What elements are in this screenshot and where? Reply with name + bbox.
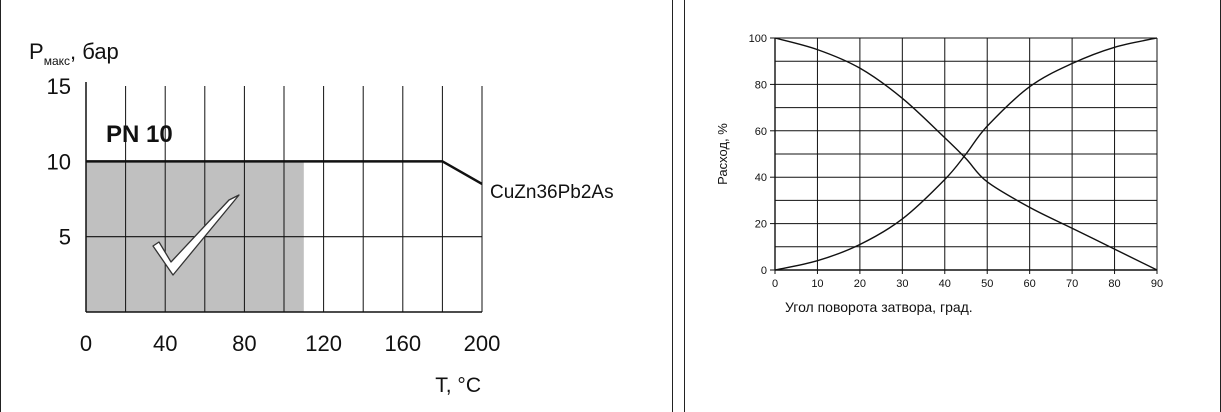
flow-angle-chart: 0 20 40 60 80 100 0 10 20 30 40 50 60 70 80 90 Расход, %…	[715, 33, 1163, 315]
x-tick-label: 10	[811, 278, 823, 290]
y-axis-label-unit: , бар	[70, 39, 119, 64]
series-line-opening	[774, 37, 1158, 271]
x-tick-label: 90	[1151, 278, 1163, 290]
y-tick-label: 20	[755, 219, 767, 231]
x-tick-label: 40	[153, 331, 177, 356]
pressure-limit-line	[86, 160, 483, 186]
y-tick-label: 10	[47, 149, 71, 174]
x-tick-label: 60	[1024, 278, 1036, 290]
x-tick-label: 80	[232, 331, 256, 356]
y-tick-label: 100	[749, 33, 767, 45]
x-axis-label: T, °C	[435, 374, 481, 397]
x-tick-label: 40	[939, 278, 951, 290]
pressure-temperature-panel: 15 10 5 0 40 80 120 160 200 Pмакс, бар PN 10 CuZn36…	[0, 0, 673, 412]
x-tick-label: 30	[896, 278, 908, 290]
x-tick-label: 70	[1066, 278, 1078, 290]
y-axis-label-sub: макс	[44, 54, 70, 68]
material-label: CuZn36Pb2As	[490, 182, 614, 203]
flow-angle-panel: 0 20 40 60 80 100 0 10 20 30 40 50 60 70 80 90 Расход, %…	[684, 0, 1221, 412]
x-tick-label: 50	[981, 278, 993, 290]
pressure-temperature-chart: 15 10 5 0 40 80 120 160 200 Pмакс, бар PN 10 CuZn36…	[29, 39, 614, 397]
x-tick-label: 80	[1108, 278, 1120, 290]
y-tick-label: 40	[755, 172, 767, 184]
y-axis-label: Pмакс, бар	[29, 39, 119, 68]
y-tick-label: 0	[761, 265, 767, 277]
x-tick-label: 200	[464, 331, 501, 356]
x-tick-label: 20	[854, 278, 866, 290]
x-tick-label: 120	[305, 331, 342, 356]
x-tick-label: 0	[772, 278, 778, 290]
series-line-closing	[774, 37, 1158, 271]
x-tick-label: 0	[80, 331, 92, 356]
y-axis-label-main: P	[29, 39, 44, 64]
x-tick-label: 160	[384, 331, 421, 356]
y-tick-label: 15	[47, 74, 71, 99]
y-tick-label: 80	[755, 79, 767, 91]
y-tick-label: 60	[755, 126, 767, 138]
checkmark-icon	[152, 194, 240, 276]
y-tick-label: 5	[59, 225, 71, 250]
pn-badge: PN 10	[106, 121, 173, 148]
x-axis-label: Угол поворота затвора, град.	[785, 299, 973, 315]
y-axis-label: Расход, %	[715, 123, 730, 185]
